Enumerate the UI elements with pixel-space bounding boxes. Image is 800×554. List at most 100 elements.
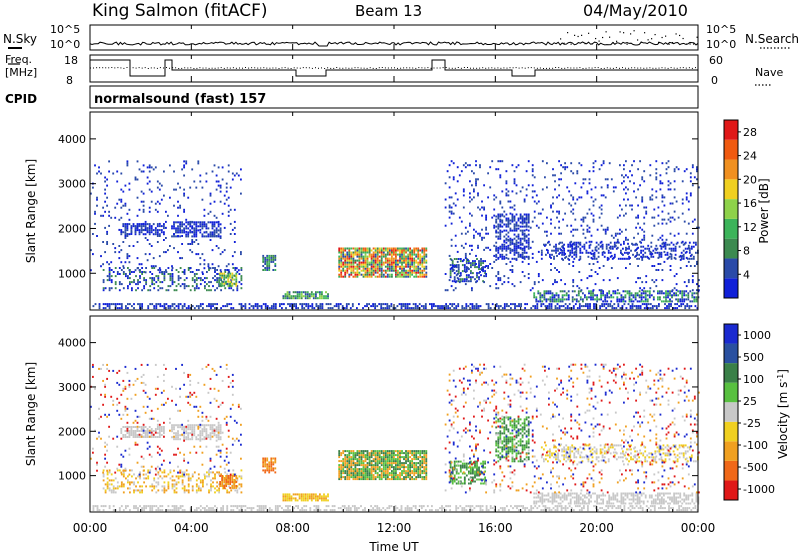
power-cell bbox=[272, 256, 275, 259]
power-colorbar-frame bbox=[723, 119, 739, 299]
power-cell bbox=[219, 200, 222, 203]
nave-dot bbox=[573, 67, 575, 69]
power-cell bbox=[401, 267, 403, 270]
power-cell bbox=[183, 166, 186, 169]
power-cell bbox=[360, 253, 363, 256]
power-cell bbox=[617, 257, 620, 260]
power-cell bbox=[348, 251, 351, 254]
power-cell bbox=[407, 255, 410, 258]
power-cell bbox=[362, 259, 365, 262]
power-cell bbox=[579, 249, 582, 252]
power-cell bbox=[585, 251, 588, 254]
power-cell bbox=[475, 303, 478, 306]
power-cell bbox=[552, 202, 554, 205]
nave-dot bbox=[229, 67, 231, 69]
power-cell bbox=[106, 204, 109, 207]
power-cell bbox=[393, 265, 395, 268]
power-cell bbox=[657, 238, 660, 241]
power-cell bbox=[451, 266, 454, 269]
power-cell bbox=[564, 212, 567, 215]
power-cell bbox=[642, 255, 645, 258]
power-cell bbox=[475, 184, 477, 187]
nave-dot bbox=[445, 67, 447, 68]
power-cell bbox=[350, 263, 353, 266]
power-cell bbox=[233, 226, 236, 229]
velocity-cell bbox=[406, 507, 409, 510]
velocity-cell bbox=[112, 485, 115, 488]
power-cell bbox=[425, 275, 428, 278]
power-cell bbox=[613, 307, 616, 310]
velocity-cell bbox=[169, 469, 172, 472]
velocity-cell bbox=[173, 505, 176, 508]
velocity-cell bbox=[173, 438, 175, 441]
velocity-cell bbox=[317, 505, 320, 508]
power-cell bbox=[397, 271, 399, 274]
velocity-cell bbox=[127, 481, 129, 484]
power-cell bbox=[506, 305, 508, 308]
power-cell bbox=[391, 265, 393, 268]
velocity-cell bbox=[106, 477, 109, 480]
nsearch-dot bbox=[696, 36, 698, 38]
velocity-cell bbox=[481, 509, 484, 512]
power-cell bbox=[470, 270, 472, 273]
power-cell bbox=[574, 228, 577, 231]
power-cell bbox=[169, 285, 172, 288]
power-cell bbox=[692, 241, 695, 244]
velocity-cell bbox=[564, 505, 567, 508]
power-cell bbox=[509, 212, 512, 215]
power-cell bbox=[635, 226, 638, 229]
velocity-cell bbox=[213, 428, 216, 431]
power-cell bbox=[382, 275, 385, 278]
power-cell bbox=[151, 281, 154, 284]
power-cell bbox=[463, 266, 466, 269]
power-cell bbox=[90, 249, 92, 252]
power-cell bbox=[386, 305, 389, 308]
power-cell bbox=[219, 223, 222, 226]
velocity-cell bbox=[183, 428, 186, 431]
power-cell bbox=[409, 275, 412, 278]
power-cell bbox=[649, 303, 652, 306]
power-cell bbox=[374, 305, 377, 308]
power-cell bbox=[370, 249, 373, 252]
power-cell bbox=[208, 289, 210, 292]
power-cell bbox=[452, 269, 455, 271]
power-cell bbox=[401, 271, 403, 274]
power-cell bbox=[141, 307, 144, 310]
velocity-cell bbox=[149, 509, 152, 512]
velocity-cell bbox=[177, 424, 179, 427]
power-cell bbox=[193, 233, 196, 236]
power-cell bbox=[618, 300, 621, 303]
power-cell bbox=[167, 307, 170, 310]
power-cell bbox=[366, 259, 369, 262]
power-cell bbox=[374, 303, 377, 306]
power-cell bbox=[153, 287, 156, 290]
power-cell bbox=[366, 271, 369, 274]
power-cell bbox=[523, 235, 526, 238]
power-cell bbox=[457, 272, 460, 275]
power-cell bbox=[456, 198, 459, 201]
power-cell bbox=[696, 289, 698, 292]
power-cell bbox=[364, 247, 367, 250]
nave-dot bbox=[406, 67, 408, 69]
velocity-cell bbox=[629, 509, 632, 512]
power-cell bbox=[366, 269, 369, 272]
power-cell bbox=[403, 267, 405, 270]
power-cell bbox=[347, 303, 350, 306]
power-cell bbox=[637, 168, 640, 171]
power-cell bbox=[197, 160, 200, 163]
power-cell bbox=[380, 303, 383, 306]
power-cell bbox=[366, 249, 369, 252]
power-cell bbox=[409, 255, 412, 258]
power-cell bbox=[127, 303, 129, 306]
power-cell bbox=[630, 294, 633, 297]
power-cell bbox=[143, 287, 146, 290]
power-cell bbox=[643, 206, 646, 209]
power-cell bbox=[537, 212, 540, 215]
power-cell bbox=[462, 258, 465, 261]
power-cell bbox=[206, 283, 208, 286]
power-cell bbox=[181, 243, 184, 245]
power-cell bbox=[419, 271, 422, 274]
nave-dot bbox=[339, 67, 341, 69]
velocity-cell bbox=[167, 485, 170, 488]
velocity-cell bbox=[270, 509, 273, 512]
